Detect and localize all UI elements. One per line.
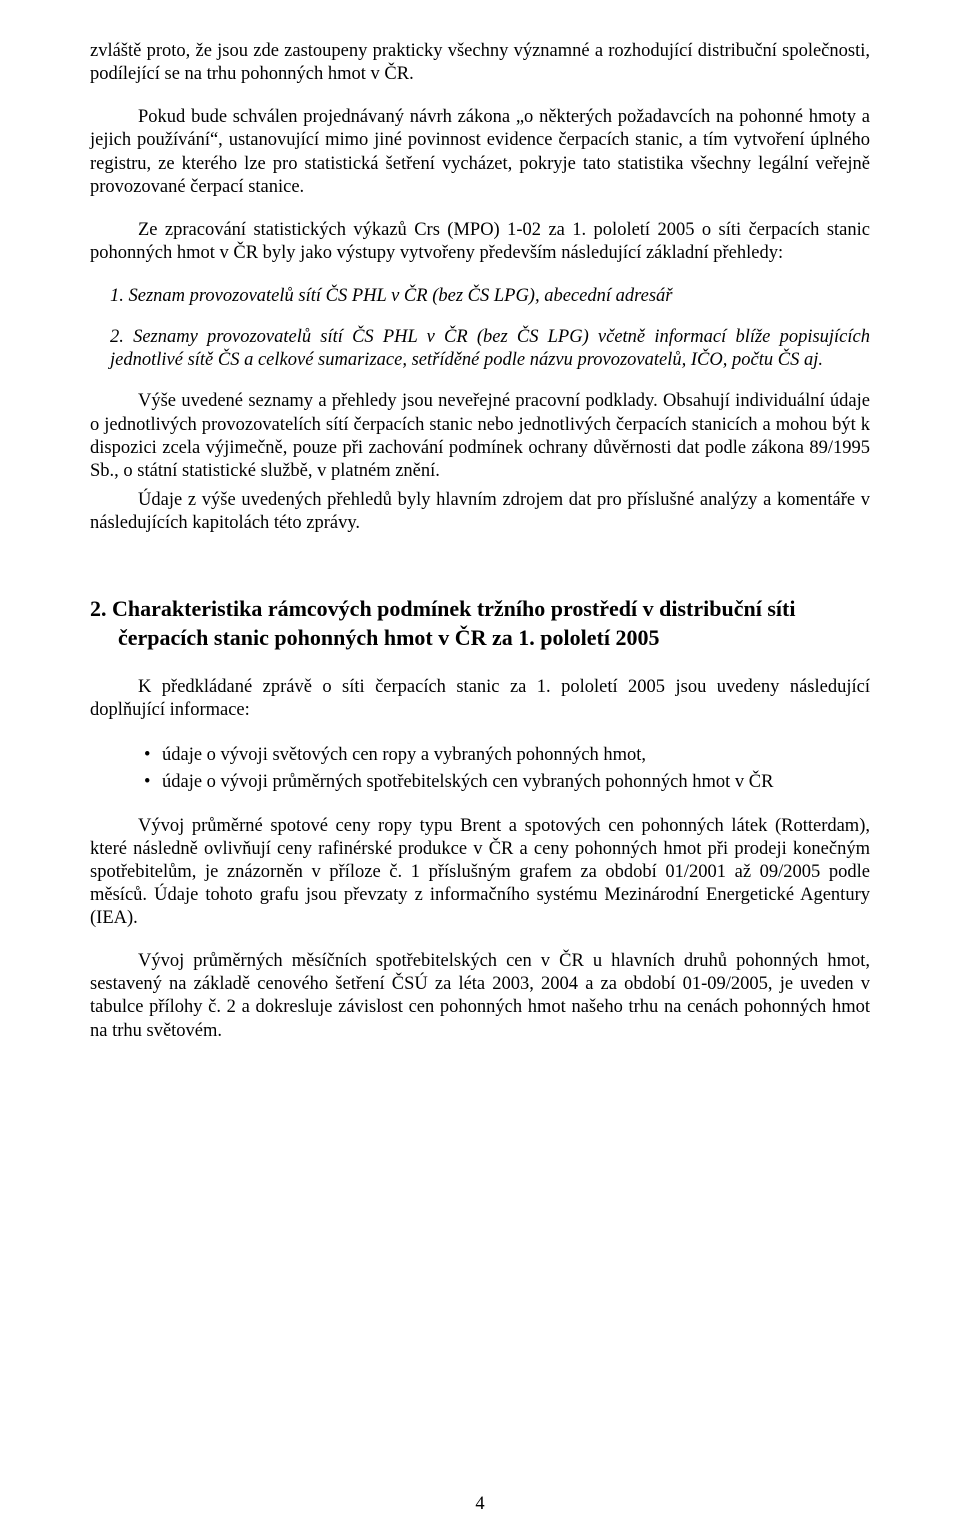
paragraph-source: Údaje z výše uvedených přehledů byly hla… [90, 489, 870, 535]
list-text: Seznam provozovatelů sítí ČS PHL v ČR (b… [129, 286, 673, 306]
paragraph-law: Pokud bude schválen projednávaný návrh z… [90, 106, 870, 199]
paragraph-intro: zvláště proto, že jsou zde zastoupeny pr… [90, 40, 870, 86]
section-heading: 2. Charakteristika rámcových podmínek tr… [90, 595, 870, 652]
numbered-list: 1. Seznam provozovatelů sítí ČS PHL v ČR… [90, 285, 870, 372]
paragraph-brent: Vývoj průměrné spotové ceny ropy typu Br… [90, 815, 870, 931]
list-number: 1. [110, 286, 124, 306]
paragraph-monthly: Vývoj průměrných měsíčních spotřebitelsk… [90, 950, 870, 1043]
heading-line-1: Charakteristika rámcových podmínek tržní… [112, 596, 795, 621]
list-number: 2. [110, 327, 124, 347]
list-item-2: 2. Seznamy provozovatelů sítí ČS PHL v Č… [90, 326, 870, 372]
list-text: Seznamy provozovatelů sítí ČS PHL v ČR (… [110, 327, 870, 370]
paragraph-report: K předkládané zprávě o síti čerpacích st… [90, 676, 870, 722]
page-number: 4 [0, 1494, 960, 1515]
bullet-list: údaje o vývoji světových cen ropy a vybr… [90, 743, 870, 795]
paragraph-stats: Ze zpracování statistických výkazů Crs (… [90, 219, 870, 265]
bullet-item-2: údaje o vývoji průměrných spotřebitelský… [144, 770, 870, 795]
heading-line-2: čerpacích stanic pohonných hmot v ČR za … [90, 624, 870, 653]
list-item-1: 1. Seznam provozovatelů sítí ČS PHL v ČR… [90, 285, 870, 308]
paragraph-above-lists: Výše uvedené seznamy a přehledy jsou nev… [90, 390, 870, 483]
bullet-item-1: údaje o vývoji světových cen ropy a vybr… [144, 743, 870, 768]
heading-number: 2. [90, 596, 107, 621]
